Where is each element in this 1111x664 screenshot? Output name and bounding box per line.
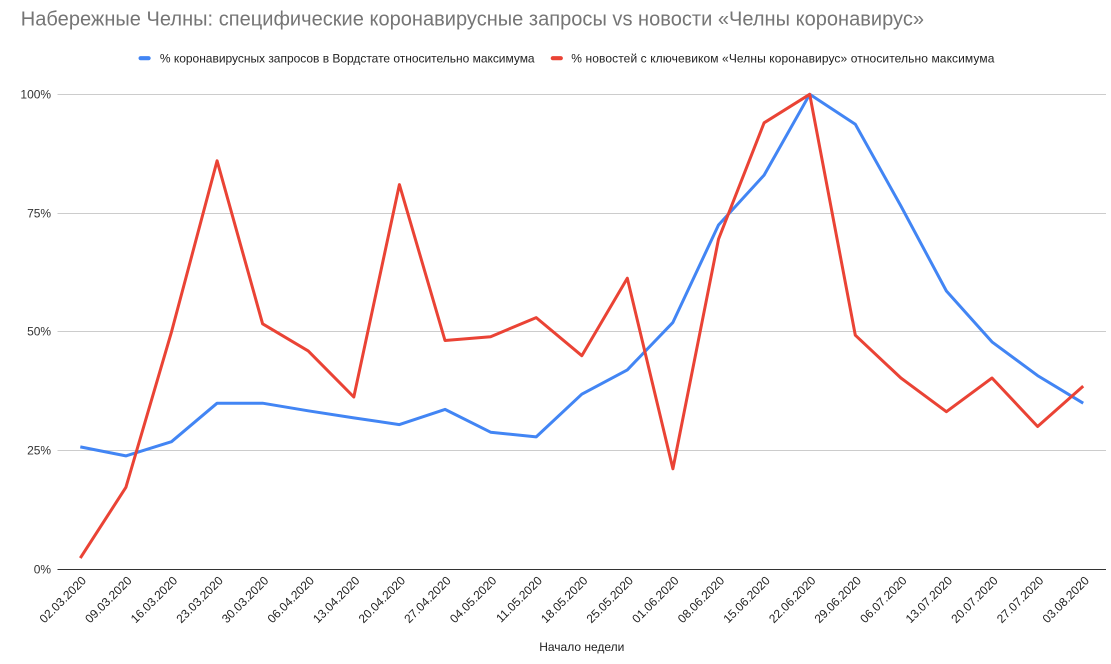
svg-text:75%: 75% [27,207,51,221]
svg-text:Начало недели: Начало недели [539,640,624,654]
svg-text:Набережные Челны: специфически: Набережные Челны: специфические коронави… [21,9,924,31]
svg-text:% коронавирусных запросов в Во: % коронавирусных запросов в Вордстате от… [160,51,535,65]
svg-text:100%: 100% [20,88,51,102]
svg-text:25%: 25% [27,444,51,458]
svg-text:% новостей с ключевиком «Челны: % новостей с ключевиком «Челны коронавир… [571,51,994,65]
svg-text:50%: 50% [27,325,51,339]
svg-text:0%: 0% [34,563,52,577]
